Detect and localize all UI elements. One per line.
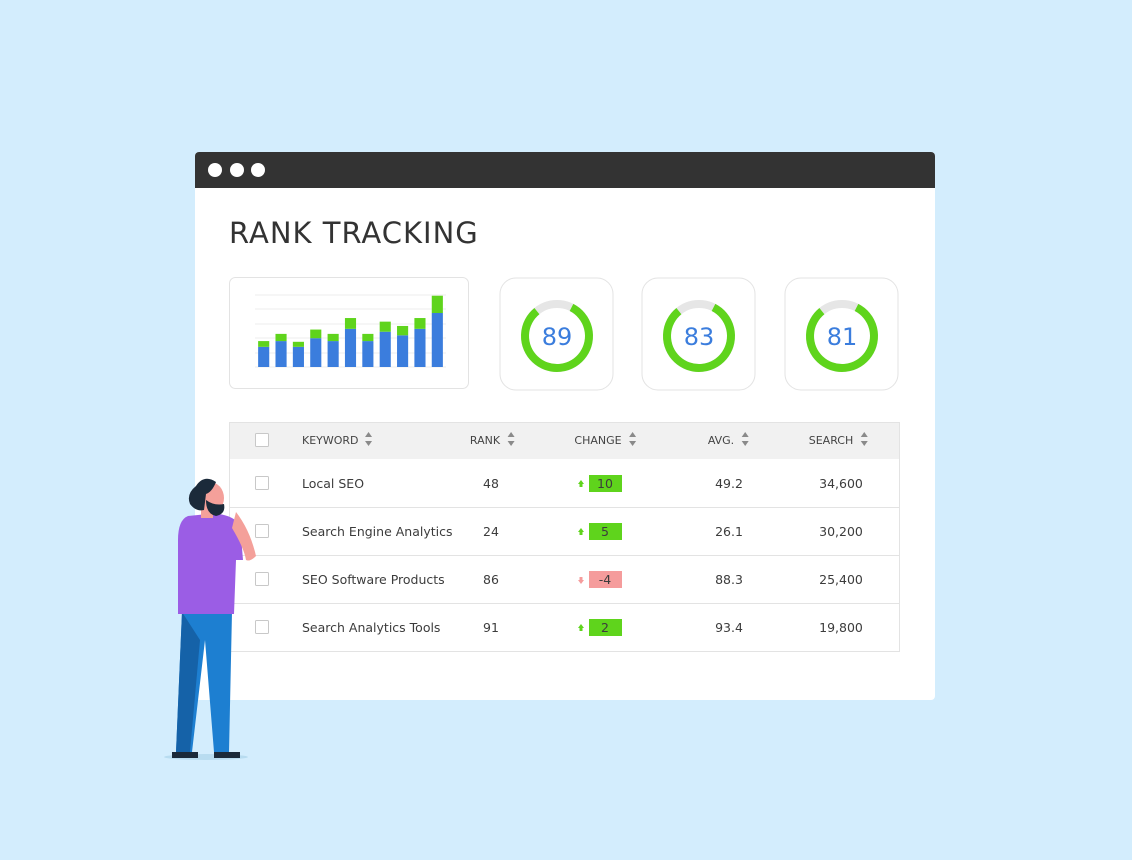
bar-segment	[275, 333, 287, 342]
score-value: 89	[542, 323, 573, 351]
table-header	[230, 423, 899, 459]
bar-segment	[414, 328, 426, 367]
sort-toggle[interactable]	[741, 432, 749, 446]
bar-segment	[397, 325, 409, 336]
search-volume: 19,800	[819, 620, 863, 635]
column-header: CHANGE	[574, 434, 621, 447]
title-bar	[195, 152, 935, 188]
score-card	[784, 277, 899, 391]
bar-segment	[310, 338, 322, 367]
change-value: -4	[599, 572, 612, 587]
bar-segment	[310, 329, 322, 339]
bar-segment	[362, 333, 374, 342]
avg-position: 26.1	[715, 524, 743, 539]
bar-segment	[327, 341, 339, 367]
score-value: 81	[827, 323, 858, 351]
bar-segment	[379, 321, 391, 332]
person	[164, 478, 256, 760]
bar-segment	[431, 295, 443, 313]
row-checkbox[interactable]	[255, 572, 269, 586]
bar-segment	[414, 318, 426, 329]
bar-segment	[344, 328, 357, 367]
rank: 91	[483, 620, 499, 635]
keyword: Search Analytics Tools	[302, 620, 440, 635]
row-checkbox[interactable]	[255, 524, 269, 538]
rank: 48	[483, 476, 499, 491]
bar-segment	[431, 313, 443, 367]
change-badge	[589, 475, 622, 492]
sort-toggle[interactable]	[860, 432, 868, 446]
search-volume: 30,200	[819, 524, 863, 539]
table	[229, 422, 900, 652]
keyword: Search Engine Analytics	[302, 524, 453, 539]
bar-segment	[327, 333, 339, 342]
bar-segment	[258, 346, 270, 367]
change-badge	[589, 571, 622, 588]
avg-position: 93.4	[715, 620, 743, 635]
score-card	[499, 277, 614, 391]
avg-position: 88.3	[715, 572, 743, 587]
keyword: SEO Software Products	[302, 572, 445, 587]
gauge-arc	[663, 303, 735, 372]
change-arrow	[578, 624, 584, 631]
rank: 24	[483, 524, 499, 539]
row-checkbox[interactable]	[255, 620, 269, 634]
column-header: KEYWORD	[302, 434, 359, 447]
bar-segment	[292, 341, 304, 347]
select-all-checkbox[interactable]	[255, 433, 269, 447]
sort-toggle[interactable]	[507, 432, 515, 446]
change-arrow	[578, 528, 584, 535]
row-checkbox[interactable]	[255, 476, 269, 490]
change-badge	[589, 523, 622, 540]
bar-segment	[397, 335, 409, 367]
column-header: SEARCH	[809, 434, 854, 447]
change-value: 5	[601, 524, 609, 539]
window-dot	[230, 163, 244, 177]
page-title: RANK TRACKING	[229, 216, 479, 250]
bar-segment	[344, 318, 357, 329]
column-header: RANK	[470, 434, 501, 447]
bar-segment	[362, 341, 374, 367]
bar-segment	[379, 331, 391, 367]
gauge-arc	[521, 303, 593, 372]
change-value: 10	[597, 476, 613, 491]
change-arrow	[578, 480, 584, 487]
score-value: 83	[684, 323, 715, 351]
search-volume: 34,600	[819, 476, 863, 491]
window-dot	[251, 163, 265, 177]
column-header: AVG.	[708, 434, 734, 447]
change-badge	[589, 619, 622, 636]
change-arrow	[578, 577, 584, 584]
sort-toggle[interactable]	[365, 432, 373, 446]
bar-segment	[258, 341, 270, 347]
bar-segment	[275, 341, 287, 367]
search-volume: 25,400	[819, 572, 863, 587]
avg-position: 49.2	[715, 476, 743, 491]
sort-toggle[interactable]	[629, 432, 637, 446]
rank: 86	[483, 572, 499, 587]
change-value: 2	[601, 620, 609, 635]
gauge-arc	[806, 303, 878, 372]
bar-segment	[292, 346, 304, 367]
window-dot	[208, 163, 222, 177]
keyword: Local SEO	[302, 476, 364, 491]
score-card	[641, 277, 756, 391]
